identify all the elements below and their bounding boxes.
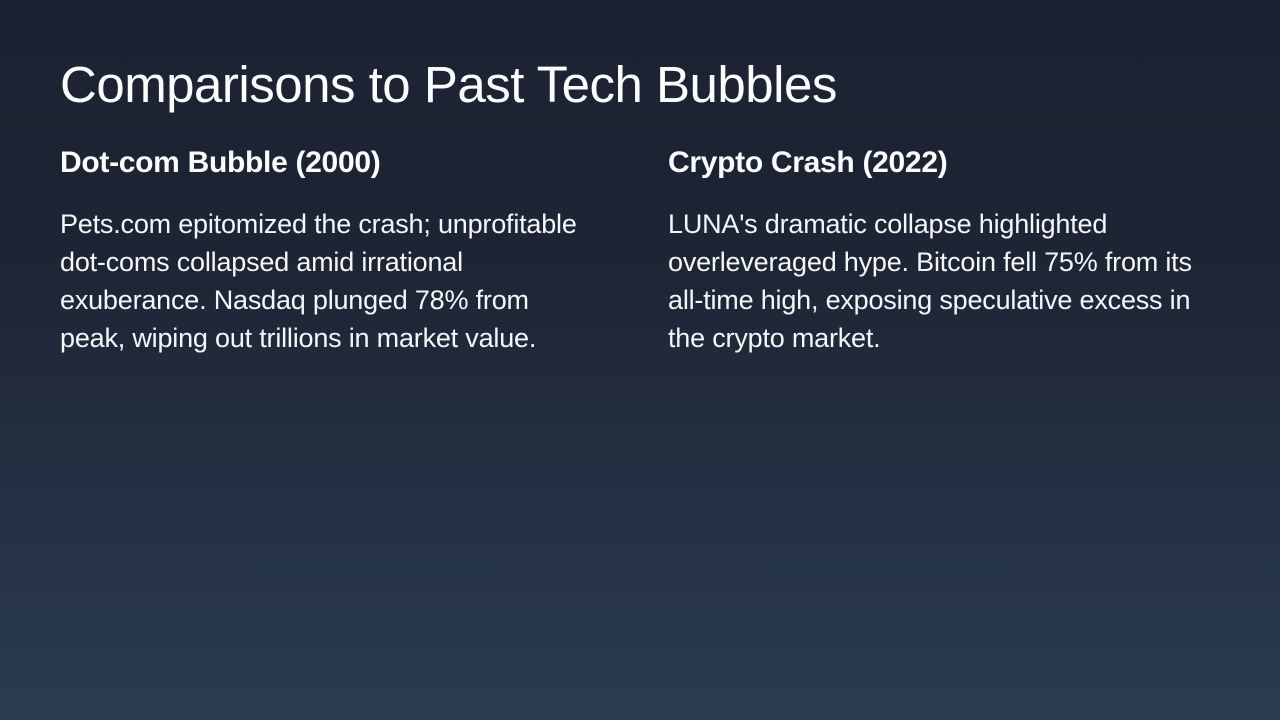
slide-title: Comparisons to Past Tech Bubbles: [60, 56, 837, 113]
dotcom-bubble-heading: Dot-com Bubble (2000): [60, 145, 381, 179]
dotcom-bubble-body-text: Pets.com epitomized the crash; unprofita…: [60, 208, 577, 353]
slide-content-area: Comparisons to Past Tech Bubbles Dot-com…: [60, 0, 1220, 357]
crypto-crash-heading: Crypto Crash (2022): [668, 145, 948, 179]
column-dotcom-bubble: Dot-com Bubble (2000) Pets.com epitomize…: [60, 145, 612, 357]
crypto-crash-body-text: LUNA's dramatic collapse highlighted ove…: [668, 208, 1192, 353]
column-crypto-crash: Crypto Crash (2022) LUNA's dramatic coll…: [668, 145, 1220, 357]
two-column-layout: Dot-com Bubble (2000) Pets.com epitomize…: [60, 145, 1220, 357]
